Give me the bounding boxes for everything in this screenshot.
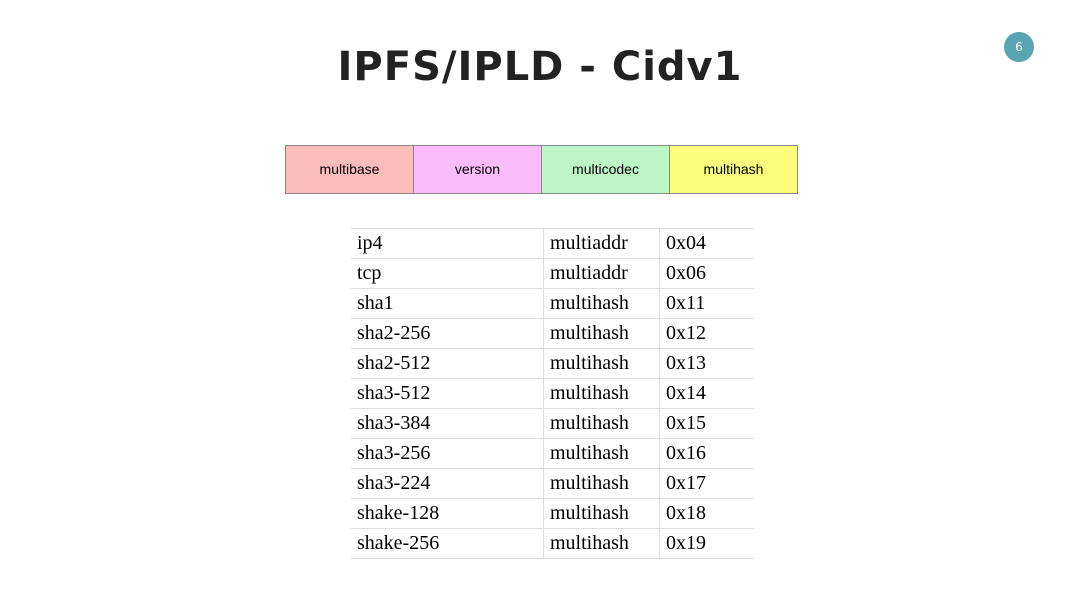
page-number: 6: [1004, 32, 1034, 62]
table-row: shake-256 multihash 0x19: [351, 528, 754, 559]
table-row: sha2-512 multihash 0x13: [351, 348, 754, 379]
table-cell: sha1: [351, 288, 544, 319]
table-cell: multihash: [543, 438, 660, 469]
title: IPFS/IPLD - Cidv1: [337, 44, 743, 90]
cid-part: multicodec: [542, 146, 670, 193]
table-cell: 0x17: [659, 468, 754, 499]
table-row: sha3-384 multihash 0x15: [351, 408, 754, 439]
table-row: sha2-256 multihash 0x12: [351, 318, 754, 349]
cid-parts: multibase version multicodec multihash: [285, 145, 798, 194]
table-row: sha3-224 multihash 0x17: [351, 468, 754, 499]
table-cell: multihash: [543, 378, 660, 409]
table-cell: multihash: [543, 408, 660, 439]
table-row: sha3-512 multihash 0x14: [351, 378, 754, 409]
table-cell: multiaddr: [543, 228, 660, 259]
table-cell: 0x11: [659, 288, 754, 319]
table-cell: multihash: [543, 468, 660, 499]
table-cell: 0x18: [659, 498, 754, 529]
cid-part: multibase: [286, 146, 414, 193]
table-cell: 0x04: [659, 228, 754, 259]
table-cell: 0x13: [659, 348, 754, 379]
table-cell: tcp: [351, 258, 544, 289]
table-cell: 0x15: [659, 408, 754, 439]
table-cell: 0x06: [659, 258, 754, 289]
table-cell: multiaddr: [543, 258, 660, 289]
table-cell: multihash: [543, 528, 660, 559]
table-cell: ip4: [351, 228, 544, 259]
table-cell: 0x12: [659, 318, 754, 349]
cid-part: version: [414, 146, 542, 193]
table-cell: multihash: [543, 288, 660, 319]
table-cell: sha3-224: [351, 468, 544, 499]
table-row: sha3-256 multihash 0x16: [351, 438, 754, 469]
table-cell: sha3-384: [351, 408, 544, 439]
table-cell: sha3-256: [351, 438, 544, 469]
table-cell: 0x16: [659, 438, 754, 469]
table-cell: sha2-256: [351, 318, 544, 349]
codec-table: ip4 multiaddr 0x04 tcp multiaddr 0x06 sha1 mult…: [351, 228, 754, 559]
table-row: tcp multiaddr 0x06: [351, 258, 754, 289]
table-cell: 0x14: [659, 378, 754, 409]
table-cell: sha3-512: [351, 378, 544, 409]
table-cell: sha2-512: [351, 348, 544, 379]
table-row: ip4 multiaddr 0x04: [351, 228, 754, 259]
table-cell: shake-128: [351, 498, 544, 529]
table-row: sha1 multihash 0x11: [351, 288, 754, 319]
table-cell: 0x19: [659, 528, 754, 559]
table-cell: multihash: [543, 498, 660, 529]
cid-part: multihash: [670, 146, 797, 193]
table-cell: shake-256: [351, 528, 544, 559]
table-cell: multihash: [543, 348, 660, 379]
table-cell: multihash: [543, 318, 660, 349]
table-row: shake-128 multihash 0x18: [351, 498, 754, 529]
